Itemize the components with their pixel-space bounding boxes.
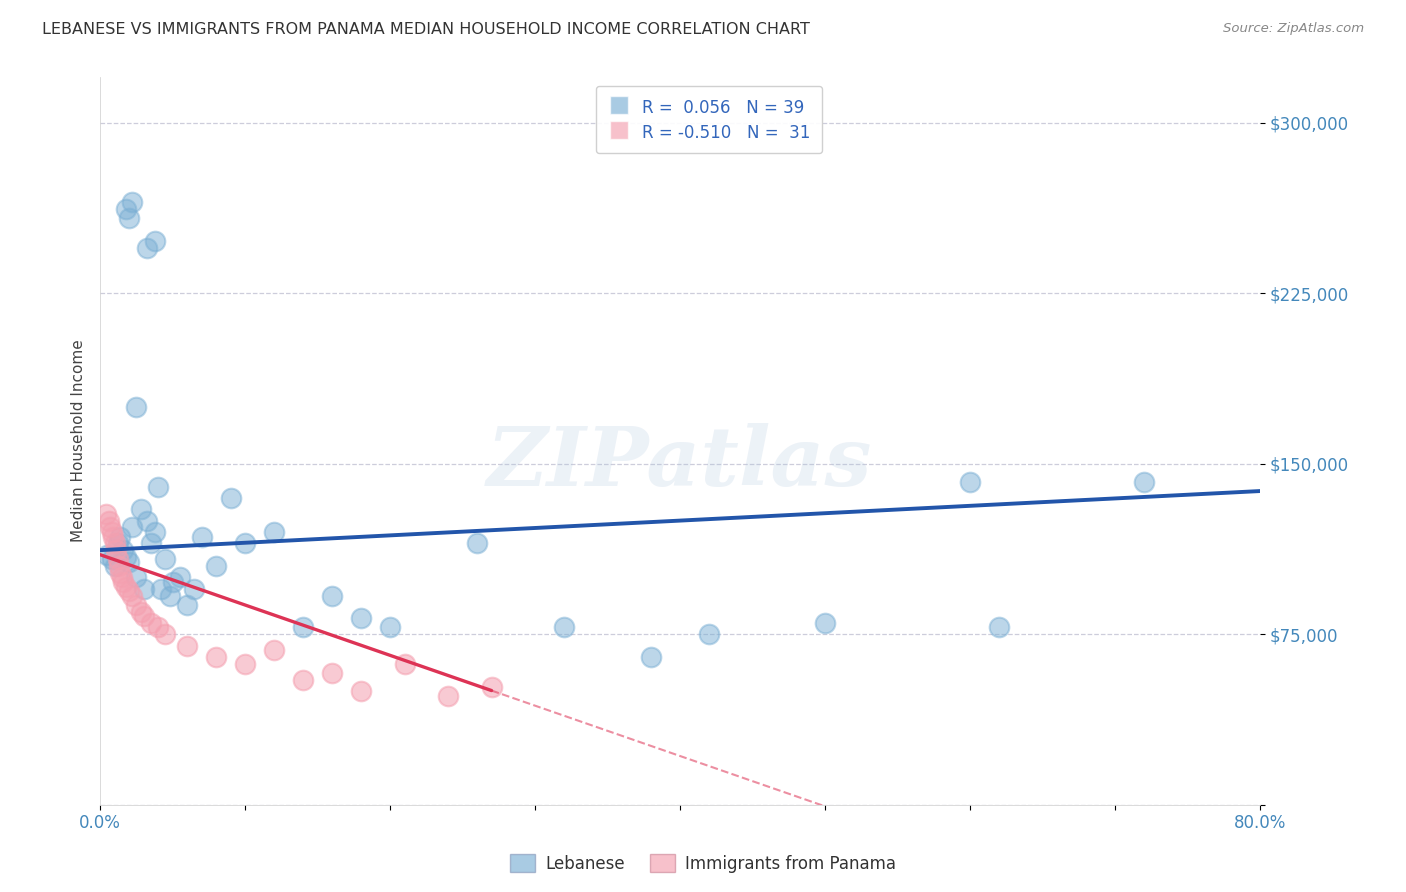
Point xyxy=(121,195,143,210)
Point xyxy=(139,536,162,550)
Point xyxy=(139,615,162,630)
Point xyxy=(437,689,460,703)
Point xyxy=(112,574,135,589)
Text: LEBANESE VS IMMIGRANTS FROM PANAMA MEDIAN HOUSEHOLD INCOME CORRELATION CHART: LEBANESE VS IMMIGRANTS FROM PANAMA MEDIA… xyxy=(42,22,810,37)
Point xyxy=(292,673,315,687)
Point xyxy=(697,627,720,641)
Point xyxy=(121,589,143,603)
Point xyxy=(292,620,315,634)
Point xyxy=(105,543,128,558)
Point xyxy=(115,549,138,564)
Point xyxy=(135,241,157,255)
Point xyxy=(108,559,131,574)
Point xyxy=(321,665,343,680)
Point xyxy=(100,552,122,566)
Point xyxy=(107,552,129,566)
Point xyxy=(176,639,198,653)
Point xyxy=(104,536,127,550)
Point xyxy=(111,570,134,584)
Point xyxy=(205,559,228,574)
Point xyxy=(112,543,135,558)
Point xyxy=(553,620,575,634)
Point xyxy=(640,649,662,664)
Point xyxy=(129,502,152,516)
Point xyxy=(125,598,148,612)
Text: Source: ZipAtlas.com: Source: ZipAtlas.com xyxy=(1223,22,1364,36)
Point xyxy=(263,524,285,539)
Point xyxy=(233,657,256,671)
Y-axis label: Median Household Income: Median Household Income xyxy=(72,340,86,542)
Point xyxy=(104,559,127,574)
Point xyxy=(115,580,138,594)
Point xyxy=(121,520,143,534)
Point xyxy=(125,400,148,414)
Point xyxy=(150,582,173,596)
Point xyxy=(98,520,121,534)
Point xyxy=(394,657,416,671)
Point xyxy=(101,529,124,543)
Point xyxy=(96,548,118,562)
Point xyxy=(219,491,242,505)
Point xyxy=(378,620,401,634)
Point xyxy=(176,598,198,612)
Point xyxy=(94,507,117,521)
Point xyxy=(959,475,981,489)
Point xyxy=(118,584,141,599)
Point xyxy=(110,529,132,543)
Point xyxy=(97,514,120,528)
Point xyxy=(814,615,837,630)
Point xyxy=(233,536,256,550)
Point xyxy=(481,680,503,694)
Legend: R =  0.056   N = 39, R = -0.510   N =  31: R = 0.056 N = 39, R = -0.510 N = 31 xyxy=(596,86,823,153)
Point xyxy=(132,609,155,624)
Point xyxy=(263,643,285,657)
Point xyxy=(183,582,205,596)
Point xyxy=(205,649,228,664)
Point xyxy=(115,202,138,217)
Point xyxy=(155,627,177,641)
Point xyxy=(118,211,141,226)
Point xyxy=(465,536,488,550)
Point xyxy=(132,582,155,596)
Point xyxy=(146,620,169,634)
Point xyxy=(146,479,169,493)
Point xyxy=(135,514,157,528)
Point xyxy=(155,552,177,566)
Text: ZIPatlas: ZIPatlas xyxy=(488,423,873,503)
Point xyxy=(162,574,184,589)
Point xyxy=(107,536,129,550)
Point xyxy=(190,529,212,543)
Point xyxy=(350,684,373,698)
Point xyxy=(143,524,166,539)
Point xyxy=(125,570,148,584)
Legend: Lebanese, Immigrants from Panama: Lebanese, Immigrants from Panama xyxy=(503,847,903,880)
Point xyxy=(118,554,141,568)
Point xyxy=(159,589,181,603)
Point xyxy=(129,605,152,619)
Point xyxy=(169,570,191,584)
Point xyxy=(1133,475,1156,489)
Point xyxy=(987,620,1010,634)
Point xyxy=(110,566,132,580)
Point xyxy=(350,611,373,625)
Point xyxy=(143,234,166,248)
Point xyxy=(100,524,122,539)
Point xyxy=(321,589,343,603)
